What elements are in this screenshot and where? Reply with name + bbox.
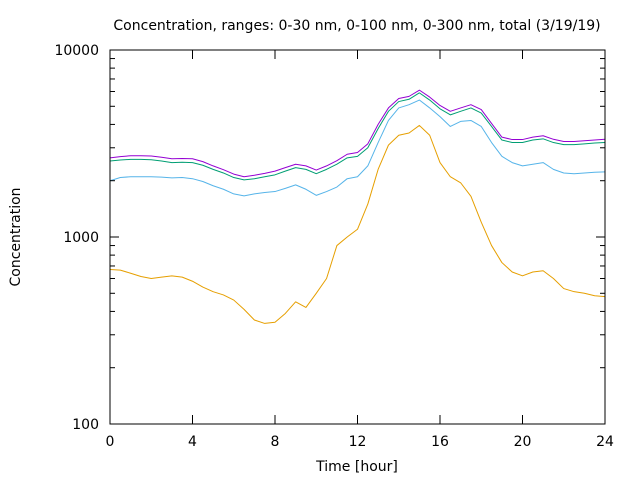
x-tick-label: 12 — [349, 434, 367, 450]
x-axis: 0 4 8 12 16 20 24 Time [hour] — [106, 50, 614, 475]
y-tick-label: 100 — [72, 417, 99, 433]
x-tick-label: 16 — [431, 434, 449, 450]
x-tick-label: 20 — [514, 434, 532, 450]
x-tick-label: 8 — [271, 434, 280, 450]
series-line-2 — [109, 99, 606, 197]
y-minor-ticks — [110, 58, 605, 369]
x-tick-label: 0 — [106, 434, 115, 450]
plot-frame — [109, 49, 606, 425]
series-layer — [109, 89, 606, 324]
x-axis-label: Time [hour] — [315, 459, 398, 475]
series-line-3 — [109, 92, 606, 181]
x-tick-label: 4 — [188, 434, 197, 450]
series-line-1 — [109, 124, 606, 324]
chart-title: Concentration, ranges: 0-30 nm, 0-100 nm… — [113, 18, 600, 34]
y-tick-label: 1000 — [63, 230, 99, 246]
y-tick-label: 10000 — [54, 43, 99, 59]
y-axis: 100 1000 10000 Concentration — [8, 43, 605, 433]
x-tick-label: 24 — [596, 434, 614, 450]
y-axis-label: Concentration — [8, 187, 24, 286]
series-line-4 — [109, 89, 606, 178]
